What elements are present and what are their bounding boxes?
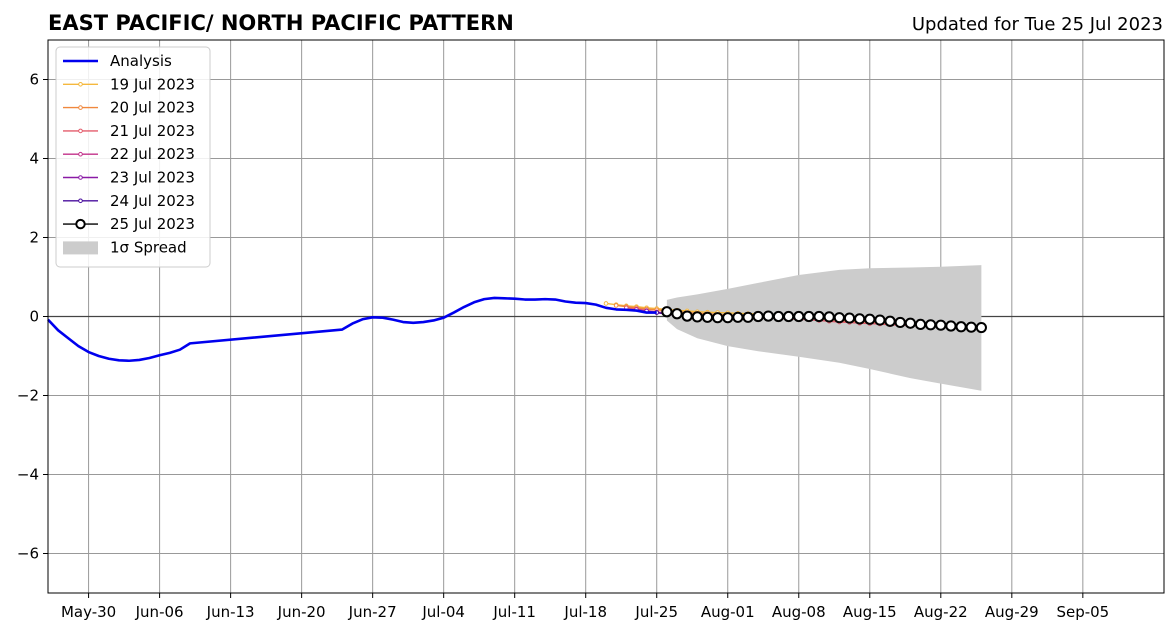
x-tick-label: Jun-13 xyxy=(206,603,255,621)
x-tick-label: Jun-27 xyxy=(348,603,397,621)
data-point xyxy=(681,310,693,322)
legend-label: 23 Jul 2023 xyxy=(110,169,195,187)
y-tick-label: −2 xyxy=(17,387,39,405)
x-tick-label: Jul-04 xyxy=(421,603,465,621)
data-point xyxy=(955,321,967,333)
data-point xyxy=(613,303,619,308)
y-tick-label: −4 xyxy=(17,466,39,484)
x-tick-label: May-30 xyxy=(61,603,116,621)
x-tick-label: Jun-20 xyxy=(277,603,326,621)
data-point xyxy=(712,312,724,324)
legend-swatch-spread xyxy=(63,241,98,255)
legend-marker xyxy=(78,175,83,180)
x-tick-label: Aug-01 xyxy=(701,603,755,621)
data-point xyxy=(884,315,896,327)
legend-label: 21 Jul 2023 xyxy=(110,122,195,140)
data-point xyxy=(661,306,673,318)
data-point xyxy=(894,316,906,329)
data-point xyxy=(935,319,947,331)
data-point xyxy=(691,311,703,323)
legend-label: 22 Jul 2023 xyxy=(110,145,195,163)
y-tick-label: 2 xyxy=(29,229,39,247)
data-point xyxy=(701,311,714,323)
legend-label: 24 Jul 2023 xyxy=(110,192,195,210)
x-tick-label: Aug-08 xyxy=(772,603,826,621)
legend-marker xyxy=(78,151,83,157)
series-lines xyxy=(47,296,987,363)
data-point xyxy=(914,318,927,330)
chart-title: EAST PACIFIC/ NORTH PACIFIC PATTERN xyxy=(48,11,514,35)
data-point xyxy=(742,311,754,323)
data-point xyxy=(732,311,744,323)
x-tick-label: Sep-05 xyxy=(1056,603,1109,621)
y-tick-label: −6 xyxy=(17,545,39,563)
data-point xyxy=(965,321,977,333)
data-point xyxy=(864,313,876,325)
data-point xyxy=(671,308,683,320)
legend-marker xyxy=(78,82,83,87)
y-tick-label: 6 xyxy=(29,71,39,89)
data-point xyxy=(843,312,856,324)
spread-band xyxy=(666,265,982,391)
data-point xyxy=(793,310,805,323)
data-point xyxy=(752,310,764,323)
x-tick-label: Jun-06 xyxy=(135,603,184,621)
chart-subtitle: Updated for Tue 25 Jul 2023 xyxy=(912,14,1163,35)
legend-label: 1σ Spread xyxy=(110,238,187,256)
spread-area xyxy=(666,265,982,391)
grid-lines xyxy=(48,40,1164,593)
legend-label: 19 Jul 2023 xyxy=(110,75,195,93)
y-tick-label: 4 xyxy=(29,150,39,168)
data-point xyxy=(823,311,835,323)
legend-marker xyxy=(75,218,86,230)
legend-label: 20 Jul 2023 xyxy=(110,99,195,117)
x-tick-label: Jul-18 xyxy=(563,603,607,621)
data-point xyxy=(874,314,886,326)
data-point xyxy=(975,321,987,334)
legend-box xyxy=(55,46,211,268)
legend-marker xyxy=(78,128,83,134)
data-point xyxy=(854,313,866,325)
data-point xyxy=(772,310,785,323)
data-point xyxy=(783,310,795,323)
data-point xyxy=(762,310,774,322)
data-point xyxy=(803,310,815,323)
y-tick-label: 0 xyxy=(29,308,39,326)
x-tick-label: Jul-11 xyxy=(492,603,536,621)
data-point xyxy=(813,310,825,323)
legend-marker xyxy=(78,105,83,110)
series-line-forecast xyxy=(605,302,759,315)
x-tick-label: Aug-22 xyxy=(914,603,968,621)
data-point xyxy=(603,301,609,306)
data-point xyxy=(904,317,916,329)
x-tick-label: Aug-29 xyxy=(985,603,1039,621)
legend-label: 25 Jul 2023 xyxy=(110,215,195,233)
data-point xyxy=(833,312,845,324)
legend: Analysis 19 Jul 2023 20 Jul 2023 21 Jul 202… xyxy=(55,46,211,268)
series-line-analysis xyxy=(47,296,657,363)
x-tick-label: Jul-25 xyxy=(634,603,678,621)
data-point xyxy=(722,312,734,324)
axes: −6 −4 −2 0 2 4 6 May-30 Jun-06 Jun-13 Jun-20 Jun-27… xyxy=(17,39,1165,621)
data-point xyxy=(945,320,957,332)
x-tick-label: Aug-15 xyxy=(843,603,897,621)
legend-marker xyxy=(78,198,83,204)
legend-label: Analysis xyxy=(110,52,172,70)
data-point xyxy=(925,319,937,331)
